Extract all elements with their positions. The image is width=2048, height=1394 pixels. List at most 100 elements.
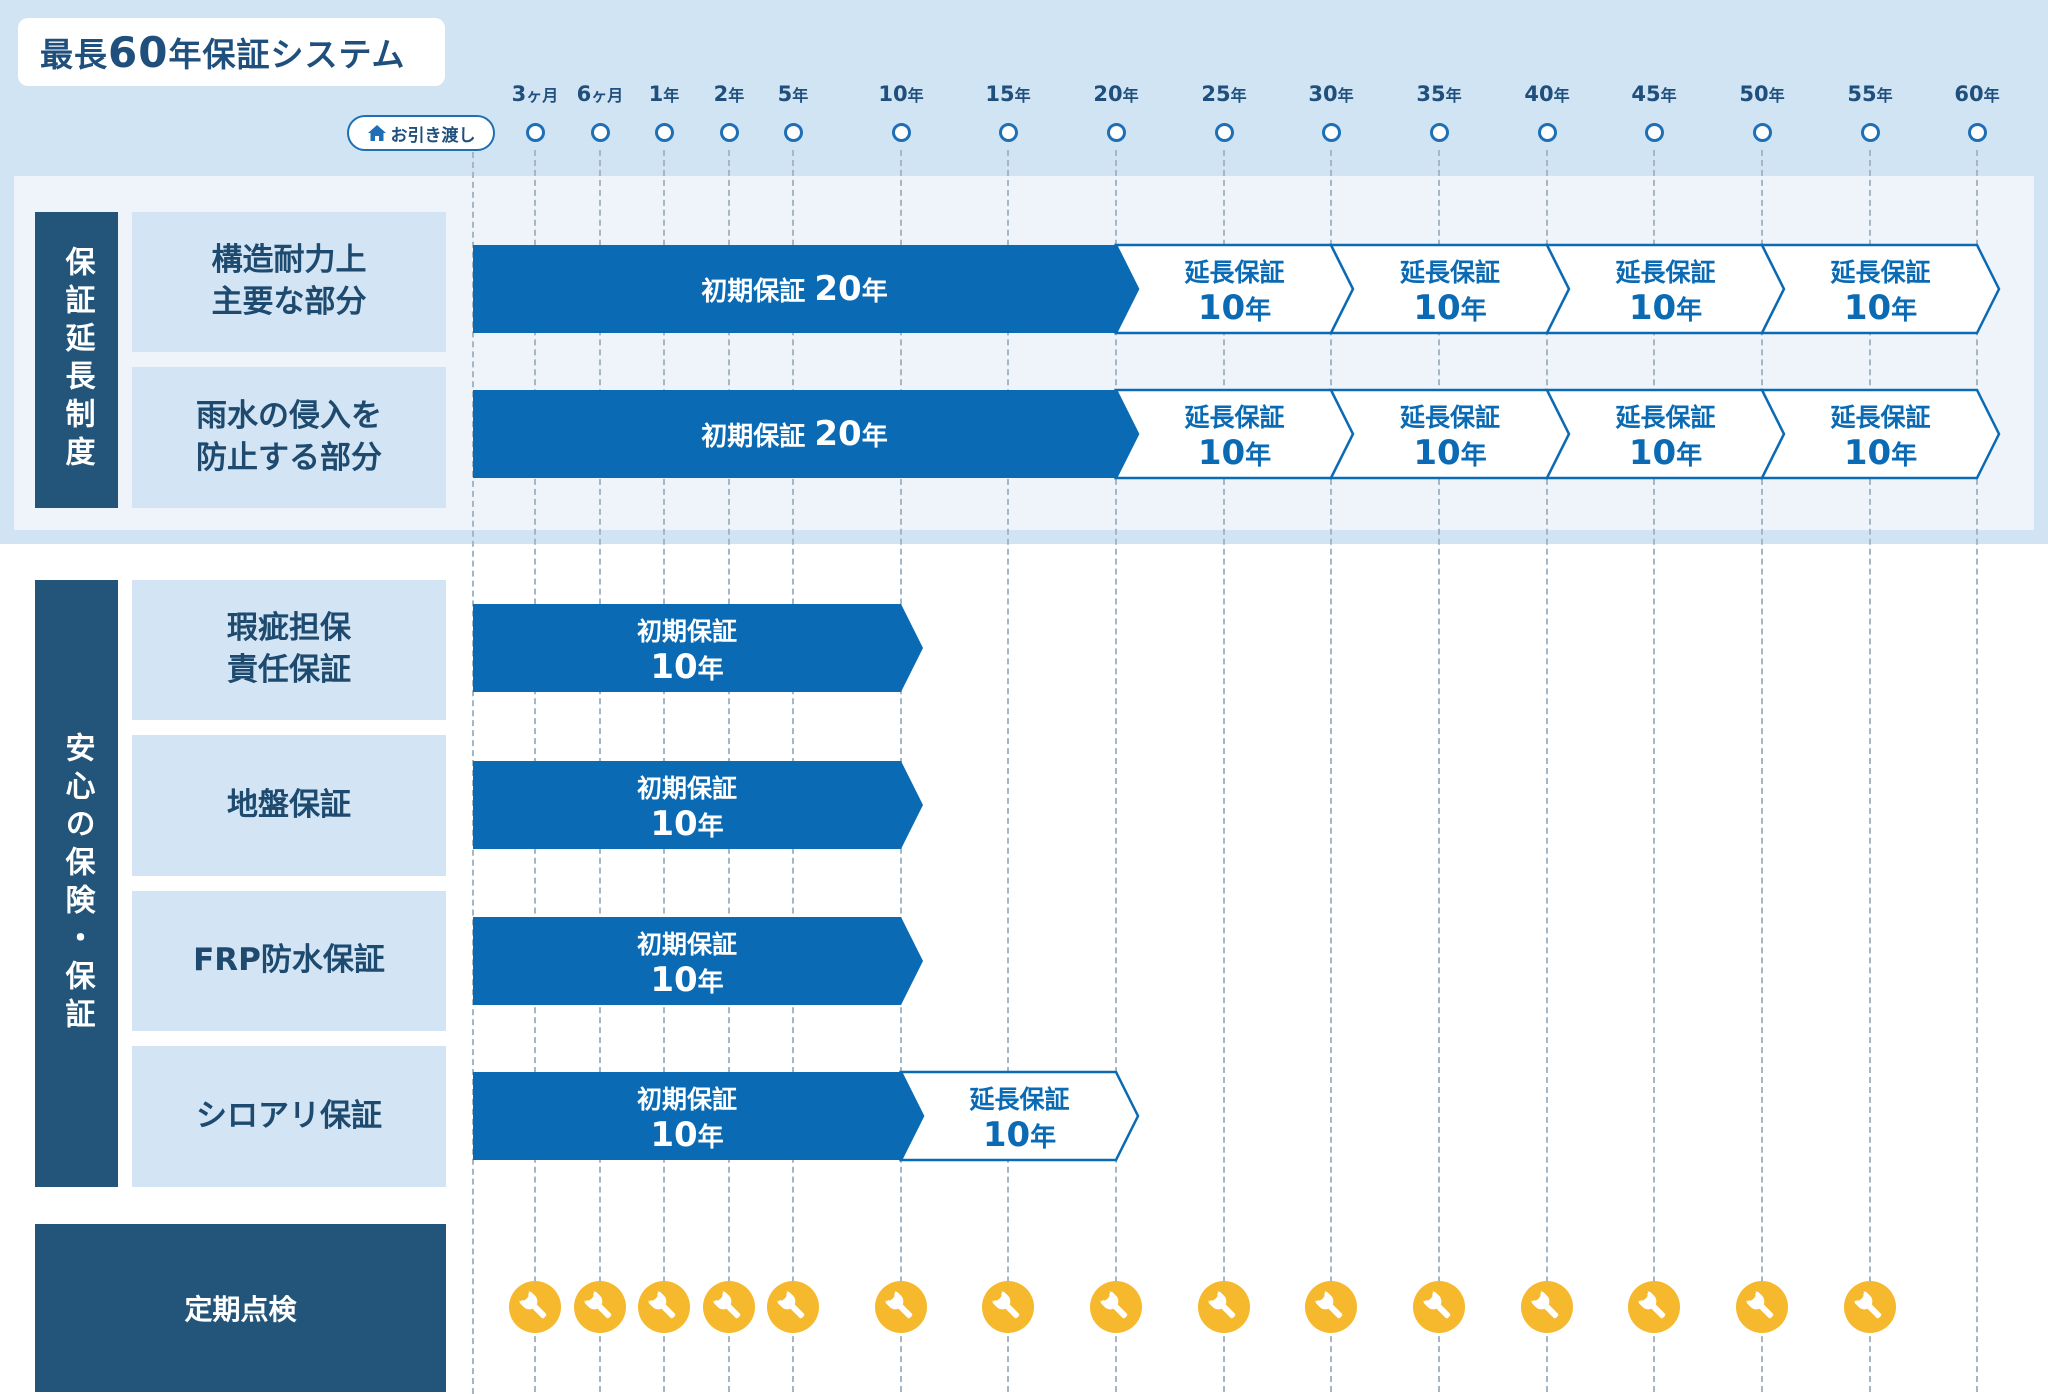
tick-label-45年: 45年 [1631,82,1676,106]
initial-warranty-bar: 初期保証 20年 [473,390,1138,478]
tick-number: 2 [713,82,729,106]
tick-unit: 年 [728,86,745,105]
bar-years-text: 10年 [1629,288,1702,328]
handover-badge: お引き渡し [347,115,495,151]
bar-years-text: 10年 [1844,433,1917,473]
timeline-gridline [1330,150,1332,1392]
bar-years: 10 [650,647,697,687]
bar-unit: 年 [698,654,724,685]
category-frp-waterproof: FRP防水保証 [132,891,446,1031]
initial-bar-text: 初期保証 20年 [701,414,887,454]
bar-label: 延長保証 [1614,258,1715,287]
tick-number: 30 [1308,82,1338,106]
timeline-dot [719,123,739,142]
wrench-icon [703,1281,755,1333]
tick-number: 15 [985,82,1015,106]
bar-years: 10 [1629,288,1676,328]
bar-years: 10 [1413,433,1460,473]
timeline-gridline [1653,150,1655,1392]
wrench-icon [638,1281,690,1333]
tick-number: 6 [576,82,592,106]
bar-label: 延長保証 [1829,403,1930,432]
extension-group-text: 保証延長制度 [59,246,95,474]
tick-number: 35 [1416,82,1446,106]
inspection-label: 定期点検 [35,1224,446,1392]
wrench-icon [1628,1281,1680,1333]
bar-years: 10 [1198,288,1245,328]
bar-years: 10 [1198,433,1245,473]
tick-unit: 年 [1122,86,1139,105]
bar-unit: 年 [1461,440,1487,471]
bar-years: 10 [650,804,697,844]
insurance-group-text: 安心の保険・保証 [59,731,95,1036]
bar-label: 初期保証 [637,774,737,803]
category-defect-liability-label: 瑕疵担保 責任保証 [227,610,351,688]
wrench-glyph [1853,1290,1882,1319]
timeline-dot [1429,123,1449,142]
bar-years-text: 10年 [650,804,723,844]
timeline-dot [1860,123,1880,142]
bar-unit: 年 [698,1122,724,1153]
tick-unit: 年 [1768,86,1785,105]
title-suffix: 年保証システム [168,35,406,74]
bar-years: 10 [1413,288,1460,328]
initial-warranty-bar: 初期保証 20年 [473,245,1138,333]
bar-years: 10 [650,1115,697,1155]
wrench-glyph [884,1290,913,1319]
wrench-icon [1413,1281,1465,1333]
bar-label: 初期保証 [637,617,737,646]
wrench-icon [875,1281,927,1333]
bar-years-text: 10年 [983,1115,1056,1155]
house-icon [367,125,386,141]
category-rainwater: 雨水の侵入を 防止する部分 [132,367,446,508]
category-termite: シロアリ保証 [132,1046,446,1187]
tick-number: 3 [511,82,527,106]
wrench-glyph [712,1290,741,1319]
bar-unit: 年 [698,967,724,998]
category-defect-liability: 瑕疵担保 責任保証 [132,580,446,720]
tick-label-6ヶ月: 6ヶ月 [577,82,624,106]
timeline-dot [1214,123,1234,142]
inspection-label-text: 定期点検 [184,1293,297,1326]
bar-years-text: 10年 [650,647,723,687]
timeline-gridline [1223,150,1225,1392]
extended-bar-shape [1759,388,2001,480]
tick-label-55年: 55年 [1847,82,1892,106]
bar-unit: 年 [862,421,888,452]
bar-years: 20 [814,269,861,309]
wrench-glyph [583,1290,612,1319]
tick-number: 40 [1524,82,1554,106]
category-structure-label: 構造耐力上 主要な部分 [211,242,367,320]
tick-unit: 年 [792,86,809,105]
tick-label-5年: 5年 [778,82,809,106]
bar-label: 延長保証 [1614,403,1715,432]
timeline-dot [590,123,610,142]
tick-unit: 年 [1876,86,1893,105]
wrench-glyph [1637,1290,1666,1319]
tick-label-2年: 2年 [714,82,745,106]
tick-unit: 年 [1660,86,1677,105]
tick-label-15年: 15年 [985,82,1030,106]
bar-years-text: 10年 [1629,433,1702,473]
tick-unit: 年 [1983,86,2000,105]
category-ground-label: 地盤保証 [227,786,351,823]
wrench-glyph [1422,1290,1451,1319]
category-ground: 地盤保証 [132,735,446,876]
tick-number: 55 [1847,82,1877,106]
wrench-icon [767,1281,819,1333]
bar-label: 初期保証 [637,930,737,959]
initial-bar-shape [473,917,923,1005]
wrench-icon [509,1281,561,1333]
tick-label-35年: 35年 [1416,82,1461,106]
wrench-icon [574,1281,626,1333]
tick-label-10年: 10年 [878,82,923,106]
category-frp-waterproof-label: FRP防水保証 [193,942,385,979]
